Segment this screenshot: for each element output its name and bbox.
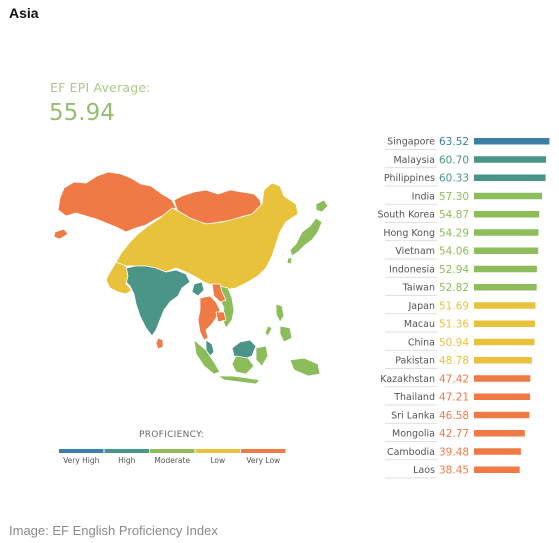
page-title: Asia bbox=[9, 5, 39, 21]
score-bar-vietnam bbox=[474, 247, 539, 254]
legend-label: Low bbox=[210, 456, 225, 465]
country-label: Taiwan bbox=[402, 283, 435, 294]
map-region-kazakhstan-1 bbox=[53, 228, 69, 240]
score-bar-malaysia bbox=[474, 156, 547, 163]
map-region-indonesia-4 bbox=[289, 357, 321, 377]
score-bar-pakistan bbox=[474, 357, 532, 364]
map-region-philippines-1 bbox=[279, 325, 293, 343]
map-region-malaysia bbox=[205, 339, 215, 357]
country-label: Indonesia bbox=[389, 264, 435, 275]
map-region-japan bbox=[289, 217, 323, 257]
map-region-india bbox=[123, 265, 191, 337]
score-label: 60.33 bbox=[439, 173, 469, 185]
score-bar-singapore bbox=[474, 138, 550, 145]
country-label: Thailand bbox=[393, 392, 435, 403]
legend-swatch-very-high bbox=[59, 449, 104, 453]
map-region-india-1 bbox=[191, 281, 205, 297]
score-label: 63.52 bbox=[439, 136, 469, 148]
score-label: 51.36 bbox=[439, 319, 469, 331]
legend-label: High bbox=[118, 456, 135, 465]
score-bar-south-korea bbox=[474, 211, 540, 218]
score-label: 50.94 bbox=[439, 337, 469, 349]
score-label: 60.70 bbox=[439, 154, 469, 166]
map-region-japan-1 bbox=[315, 199, 329, 213]
score-bar-indonesia bbox=[474, 265, 537, 273]
score-label: 46.58 bbox=[439, 410, 469, 422]
score-label: 42.77 bbox=[439, 428, 469, 440]
score-bar-taiwan bbox=[474, 284, 537, 291]
score-label: 47.42 bbox=[439, 373, 469, 385]
score-label: 38.45 bbox=[439, 465, 469, 477]
map-region-thailand bbox=[197, 295, 221, 341]
score-label: 52.82 bbox=[439, 282, 469, 294]
score-bar-chart: Singapore 63.52 Malaysia 60.70 Philippines 60… bbox=[377, 136, 550, 479]
score-bar-macau bbox=[474, 320, 535, 327]
country-label: China bbox=[408, 337, 435, 348]
score-label: 39.48 bbox=[439, 446, 469, 458]
legend-swatch-high bbox=[104, 449, 149, 453]
legend-label: Very High bbox=[63, 456, 100, 465]
score-label: 51.69 bbox=[439, 300, 469, 312]
map-region-laos bbox=[211, 283, 227, 303]
score-bar-laos bbox=[474, 466, 520, 473]
map-region-philippines bbox=[275, 303, 285, 323]
average-value: 55.94 bbox=[49, 100, 115, 126]
map-region-japan-2 bbox=[286, 257, 293, 265]
proficiency-legend: PROFICIENCY: Very High High Moderate Low Ver… bbox=[59, 430, 286, 465]
score-label: 54.87 bbox=[439, 209, 469, 221]
legend-swatch-low bbox=[195, 449, 240, 453]
country-label: India bbox=[412, 191, 435, 202]
score-bar-sri-lanka bbox=[474, 411, 530, 419]
score-bar-japan bbox=[474, 302, 536, 309]
country-label: Hong Kong bbox=[383, 228, 435, 239]
average-label: EF EPI Average: bbox=[50, 80, 151, 95]
score-label: 48.78 bbox=[439, 355, 469, 367]
map-region-pakistan bbox=[105, 261, 133, 295]
country-label: Cambodia bbox=[387, 447, 435, 458]
country-label: Vietnam bbox=[395, 246, 435, 257]
score-label: 52.94 bbox=[439, 264, 469, 276]
country-label: Kazakhstan bbox=[380, 374, 435, 385]
map-region-indonesia-3 bbox=[255, 345, 269, 367]
score-label: 54.29 bbox=[439, 227, 469, 239]
score-bar-hong-kong bbox=[474, 229, 539, 236]
legend-title: PROFICIENCY: bbox=[139, 430, 204, 440]
score-label: 47.21 bbox=[439, 392, 469, 404]
map-region-indonesia-2 bbox=[231, 355, 255, 375]
country-label: Pakistan bbox=[395, 356, 435, 367]
score-bar-philippines bbox=[474, 174, 546, 181]
score-bar-china bbox=[474, 338, 535, 346]
legend-label: Moderate bbox=[154, 456, 190, 465]
country-label: Philippines bbox=[384, 173, 435, 184]
score-bar-india bbox=[474, 192, 542, 200]
legend-label: Very Low bbox=[246, 456, 280, 465]
score-label: 57.30 bbox=[439, 191, 469, 203]
score-bar-cambodia bbox=[474, 448, 521, 455]
score-label: 54.06 bbox=[439, 246, 469, 258]
legend-swatch-moderate bbox=[150, 449, 195, 453]
country-label: Sri Lanka bbox=[391, 410, 435, 421]
country-label: Mongolia bbox=[392, 429, 435, 440]
map-region-philippines-2 bbox=[264, 325, 273, 337]
score-bar-kazakhstan bbox=[474, 375, 531, 382]
score-bar-mongolia bbox=[474, 430, 525, 437]
country-label: South Korea bbox=[377, 210, 435, 221]
country-label: Laos bbox=[413, 465, 435, 476]
country-label: Japan bbox=[408, 301, 436, 312]
image-caption: Image: EF English Proficiency Index bbox=[9, 523, 218, 538]
country-label: Macau bbox=[404, 319, 435, 330]
country-label: Malaysia bbox=[393, 155, 435, 166]
asia-map bbox=[53, 171, 329, 385]
legend-swatch-very-low bbox=[241, 449, 286, 453]
map-region-sri-lanka bbox=[155, 337, 164, 350]
score-bar-thailand bbox=[474, 393, 531, 400]
country-label: Singapore bbox=[387, 137, 435, 148]
map-region-cambodia bbox=[215, 311, 227, 323]
map-region-indonesia-1 bbox=[217, 375, 261, 385]
map-region-china bbox=[115, 182, 299, 291]
map-region-indonesia bbox=[193, 339, 221, 375]
